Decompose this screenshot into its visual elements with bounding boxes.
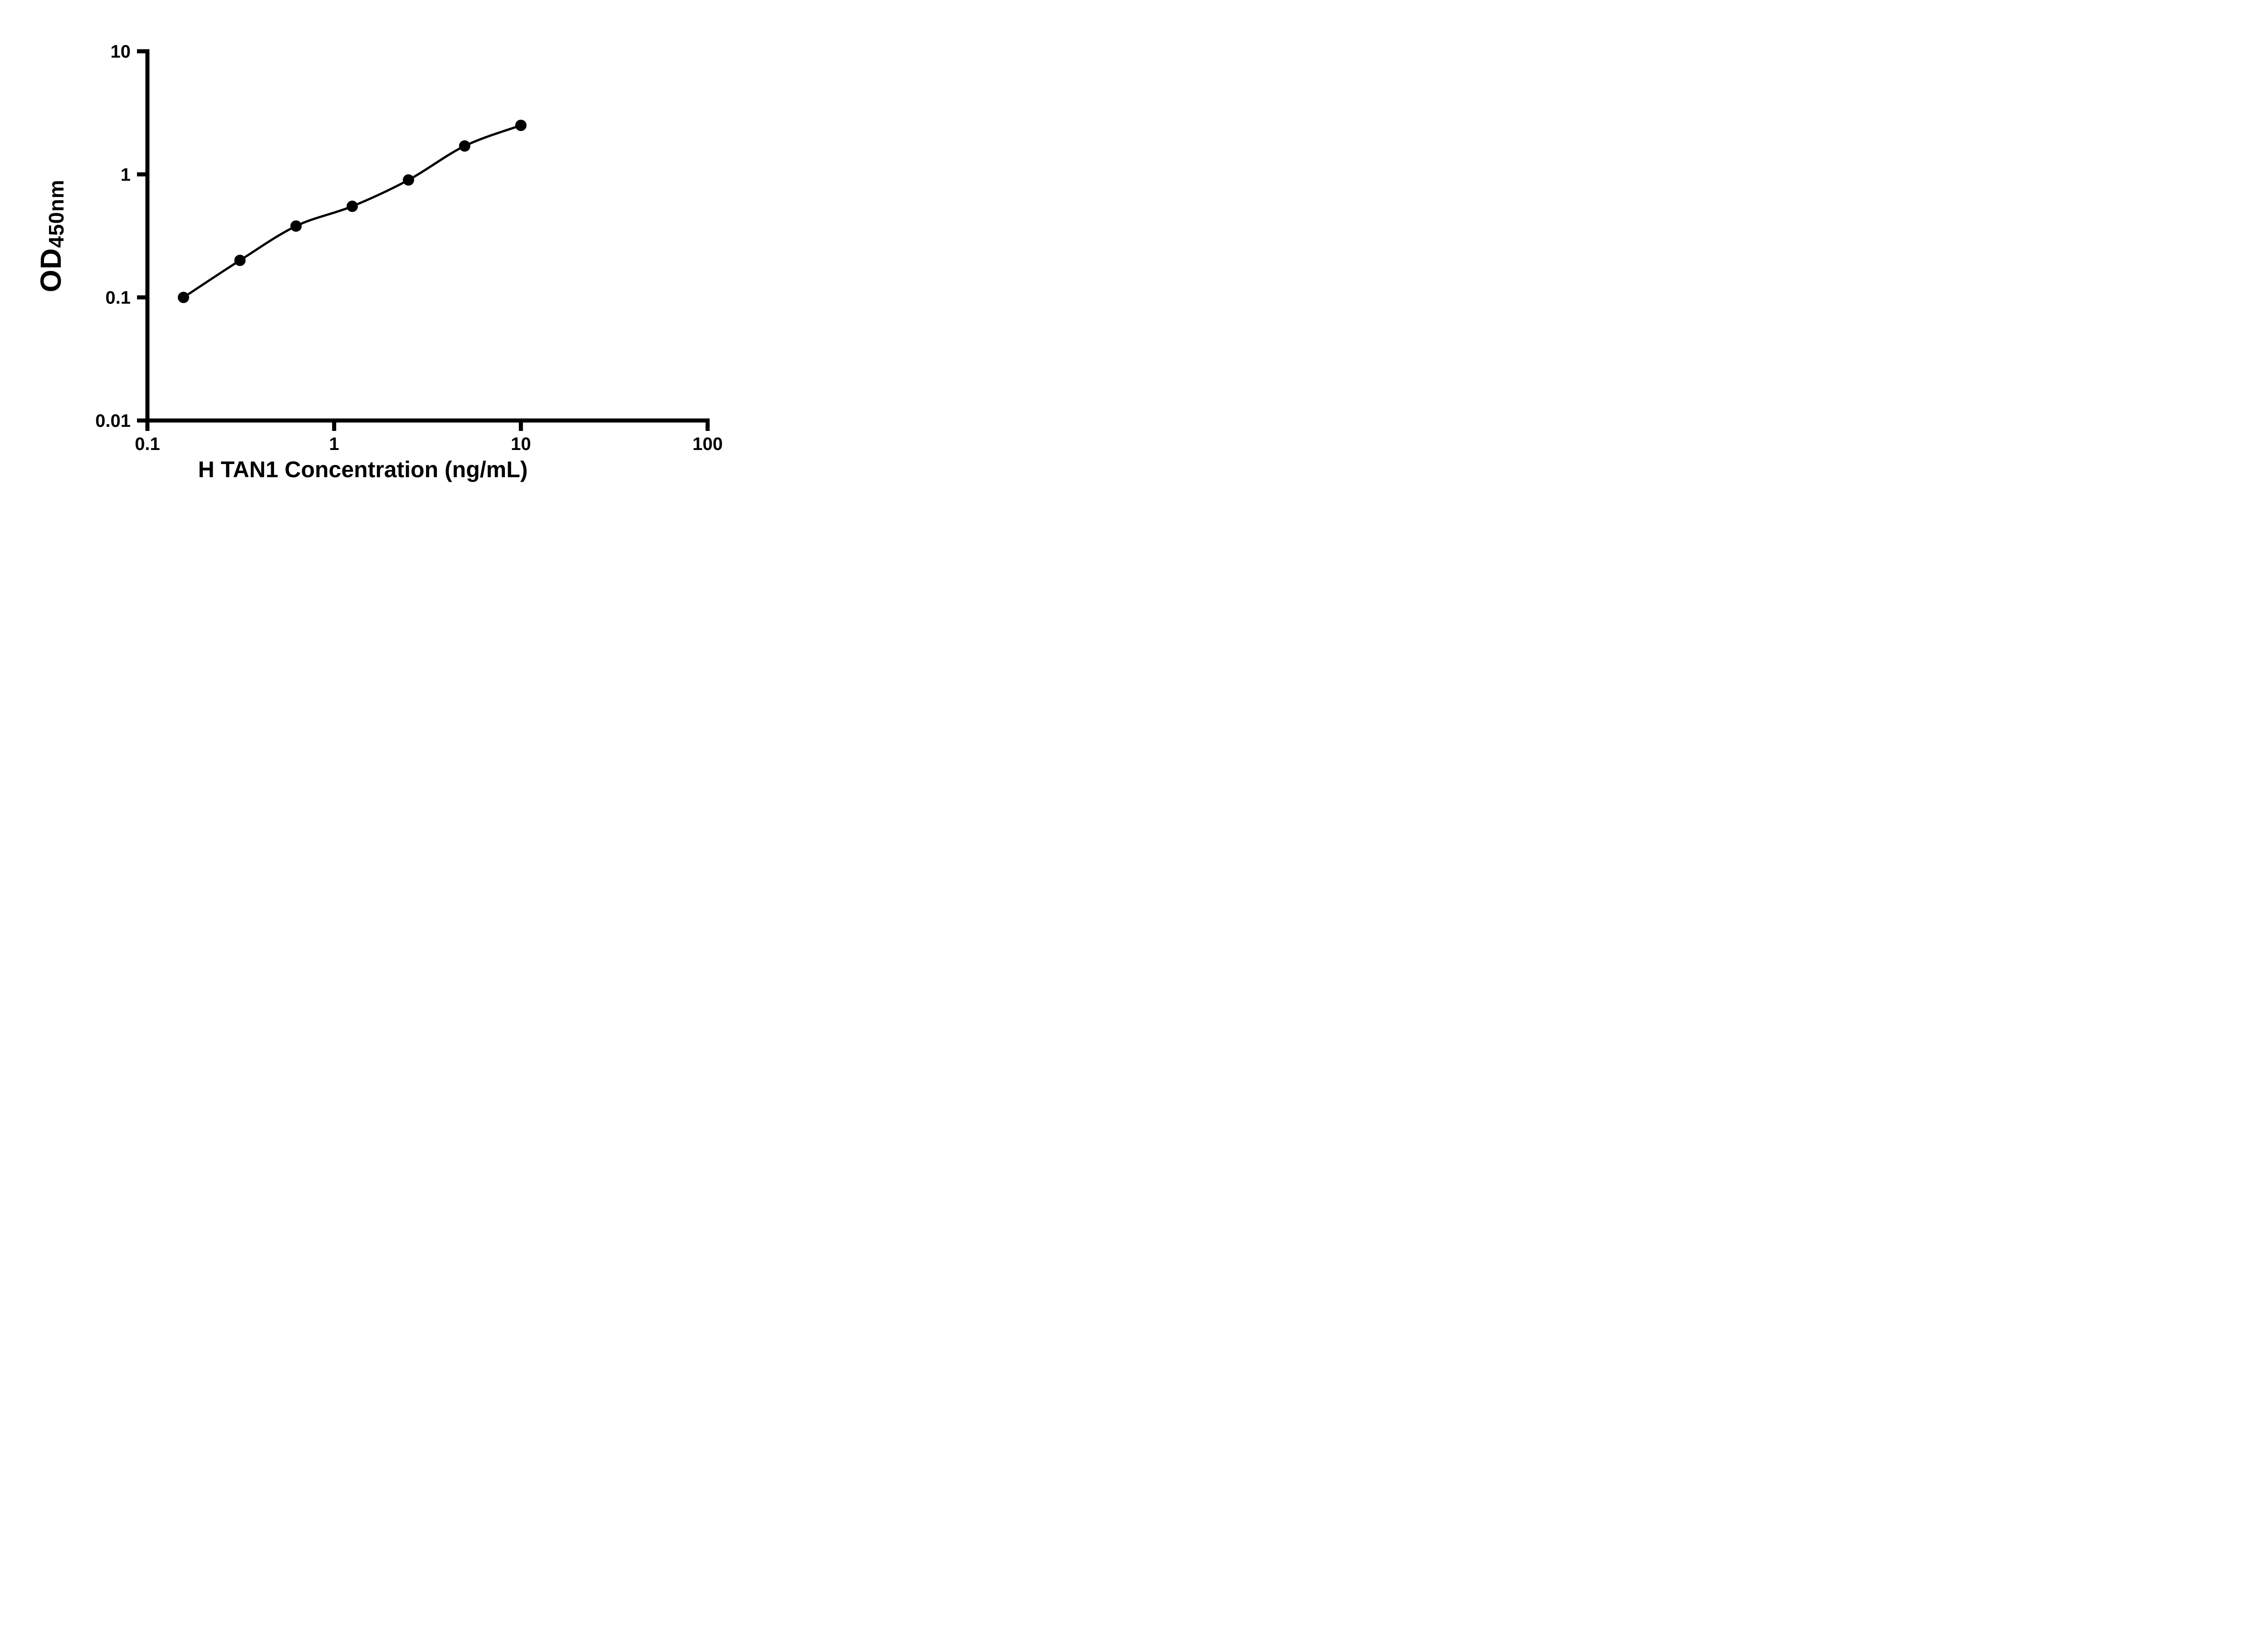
y-axis-tick-label: 0.1: [105, 288, 131, 308]
x-axis-tick-label: 100: [693, 434, 723, 454]
x-axis-tick-label: 1: [329, 434, 339, 454]
y-axis-title: OD450nm: [34, 180, 68, 293]
y-axis-tick-label: 1: [121, 165, 131, 185]
x-axis-title: H TAN1 Concentration (ng/mL): [198, 457, 528, 482]
y-axis-tick-label: 0.01: [95, 411, 131, 431]
y-axis-title-subscript: 450nm: [44, 179, 68, 248]
x-axis-tick-label: 10: [511, 434, 531, 454]
data-point-marker: [234, 254, 246, 266]
elisa-standard-curve-figure: 0.1 1 10 100 0.01 0.1 1 10 OD450nm H TAN1 Conce…: [0, 0, 777, 544]
data-point-marker: [347, 200, 358, 212]
data-point-marker: [515, 119, 527, 131]
y-axis-title-main: OD: [34, 248, 68, 293]
x-axis-tick-label: 0.1: [135, 434, 160, 454]
data-point-marker: [459, 140, 470, 152]
data-point-marker: [178, 292, 190, 303]
data-point-marker: [402, 174, 414, 186]
data-point-marker: [290, 220, 302, 232]
y-axis-tick-label: 10: [111, 42, 131, 62]
